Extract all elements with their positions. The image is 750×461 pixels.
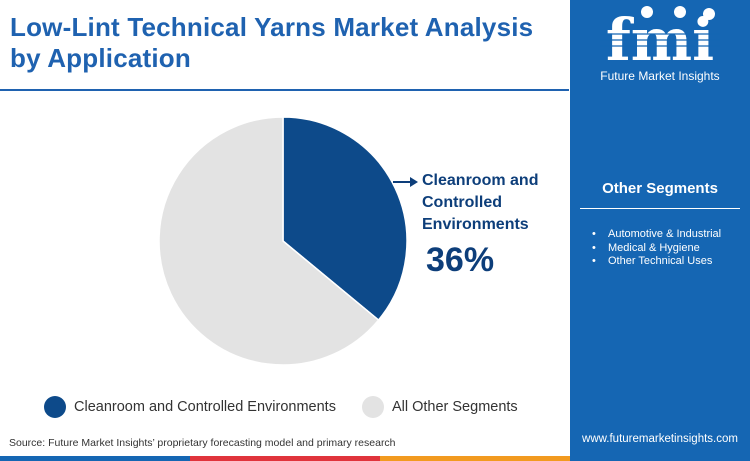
brand-sidebar: fmi Future Market Insights Other Segment… (570, 0, 750, 461)
pie-slice-cleanroom (282, 116, 408, 322)
other-segments-divider (580, 208, 740, 209)
other-segments-title: Other Segments (602, 180, 718, 197)
logo-text: fmi (606, 6, 714, 70)
title-divider (0, 89, 569, 91)
callout-value: 36% (426, 241, 495, 279)
callout-arrow (393, 177, 418, 187)
legend-label-cleanroom: Cleanroom and Controlled Environments (74, 399, 336, 415)
pie-slice-all-other (158, 116, 380, 366)
page-title: Low-Lint Technical Yarns Market Analysis… (10, 12, 534, 73)
list-item: Medical & Hygiene (592, 242, 721, 256)
legend-swatch-cleanroom (44, 396, 66, 418)
globe-icon (641, 6, 653, 18)
source-note: Source: Future Market Insights’ propriet… (9, 437, 396, 449)
company-name: Future Market Insights (600, 69, 720, 83)
callout-label: Cleanroom and Controlled Environments (422, 172, 539, 233)
legend-item-cleanroom: Cleanroom and Controlled Environments (44, 396, 336, 418)
bottom-color-bar (0, 456, 570, 461)
legend-item-other: All Other Segments (361, 396, 518, 418)
globe-icon (674, 6, 686, 18)
other-segments-list: Automotive & Industrial Medical & Hygien… (592, 228, 721, 269)
chart-legend: Cleanroom and Controlled Environments Al… (44, 396, 544, 418)
list-item: Automotive & Industrial (592, 228, 721, 242)
legend-label-other: All Other Segments (391, 399, 518, 415)
website-link[interactable]: www.futuremarketinsights.com (582, 433, 738, 445)
globe-icon (703, 8, 715, 20)
pie-chart (158, 116, 418, 366)
list-item: Other Technical Uses (592, 255, 721, 269)
fmi-logo: fmi (600, 6, 720, 70)
legend-swatch-other (361, 396, 384, 418)
